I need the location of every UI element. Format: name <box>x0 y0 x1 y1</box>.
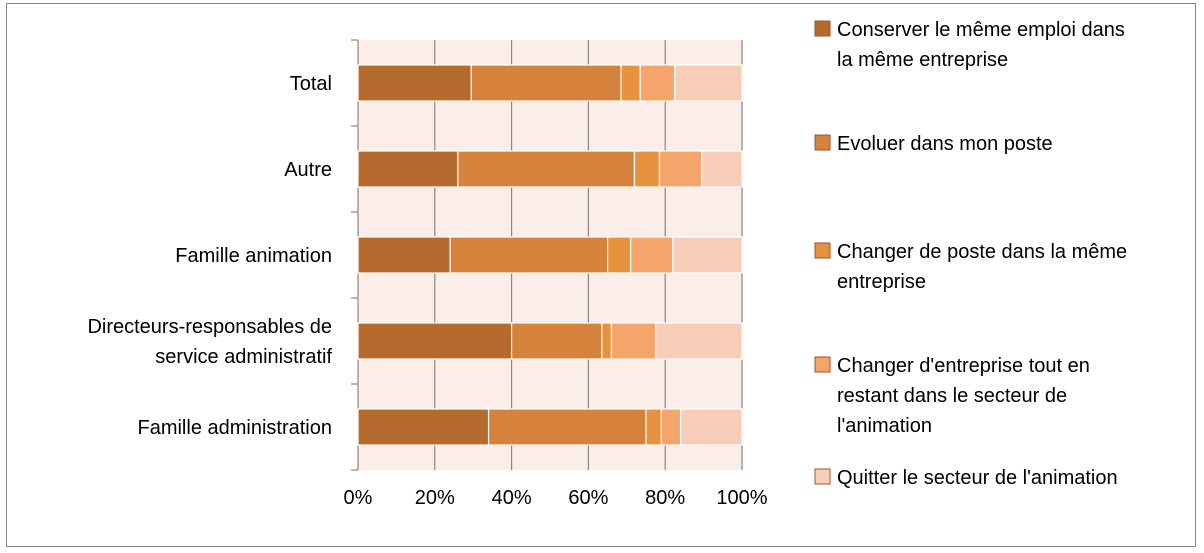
bar-segment <box>630 236 674 274</box>
bar-segment <box>639 64 676 102</box>
bar-segment <box>660 408 682 446</box>
category-label: Famille animation <box>175 245 332 267</box>
bar-segment <box>357 408 490 446</box>
legend-swatch <box>814 242 831 259</box>
legend-label: Changer d'entreprise tout en <box>837 355 1090 377</box>
x-tick-label: 60% <box>568 487 608 509</box>
bar-segment <box>357 64 472 102</box>
category-label: Famille administration <box>137 417 332 439</box>
x-tick-label: 40% <box>492 487 532 509</box>
bar-segment <box>606 236 632 274</box>
legend-label: Conserver le même emploi dans <box>837 19 1125 41</box>
bar-segment <box>620 64 641 102</box>
bar-segment <box>701 150 743 188</box>
plot-area: 0% 20% 40% 60% 80% 100% Total Autre Famille anim… <box>87 39 768 509</box>
bar-segment <box>679 408 743 446</box>
legend-label: restant dans le secteur de <box>837 385 1067 407</box>
legend-label: entreprise <box>837 271 926 293</box>
bar-segment <box>654 322 743 360</box>
legend: Conserver le même emploi dans la même ent… <box>814 19 1127 489</box>
bar-segment <box>511 322 603 360</box>
bar-segment <box>357 150 459 188</box>
category-label: Total <box>290 73 332 95</box>
bar-segment <box>672 236 743 274</box>
legend-label: Evoluer dans mon poste <box>837 133 1053 155</box>
bar-segment <box>601 322 613 360</box>
bar-segment <box>449 236 609 274</box>
category-label: Directeurs-responsables de <box>87 316 332 338</box>
bar-segment <box>658 150 703 188</box>
legend-swatch <box>814 20 831 37</box>
category-label: service administratif <box>155 346 332 368</box>
legend-swatch <box>814 134 831 151</box>
bar-segment <box>633 150 661 188</box>
x-tick-label: 100% <box>716 487 767 509</box>
bar-segment <box>457 150 636 188</box>
legend-swatch <box>814 468 831 485</box>
legend-label: la même entreprise <box>837 49 1008 71</box>
category-label: Autre <box>284 159 332 181</box>
legend-swatch <box>814 356 831 373</box>
x-tick-label: 20% <box>415 487 455 509</box>
bar-segment <box>357 322 513 360</box>
x-tick-label: 0% <box>344 487 373 509</box>
bar-segment <box>610 322 657 360</box>
legend-label: Quitter le secteur de l'animation <box>837 467 1118 489</box>
bar-segment <box>357 236 451 274</box>
bar-segment <box>645 408 662 446</box>
legend-label: Changer de poste dans la même <box>837 241 1127 263</box>
bar-segment <box>674 64 743 102</box>
legend-label: l'animation <box>837 415 932 437</box>
bar-segment <box>487 408 647 446</box>
x-tick-label: 80% <box>645 487 685 509</box>
bar-segment <box>470 64 622 102</box>
